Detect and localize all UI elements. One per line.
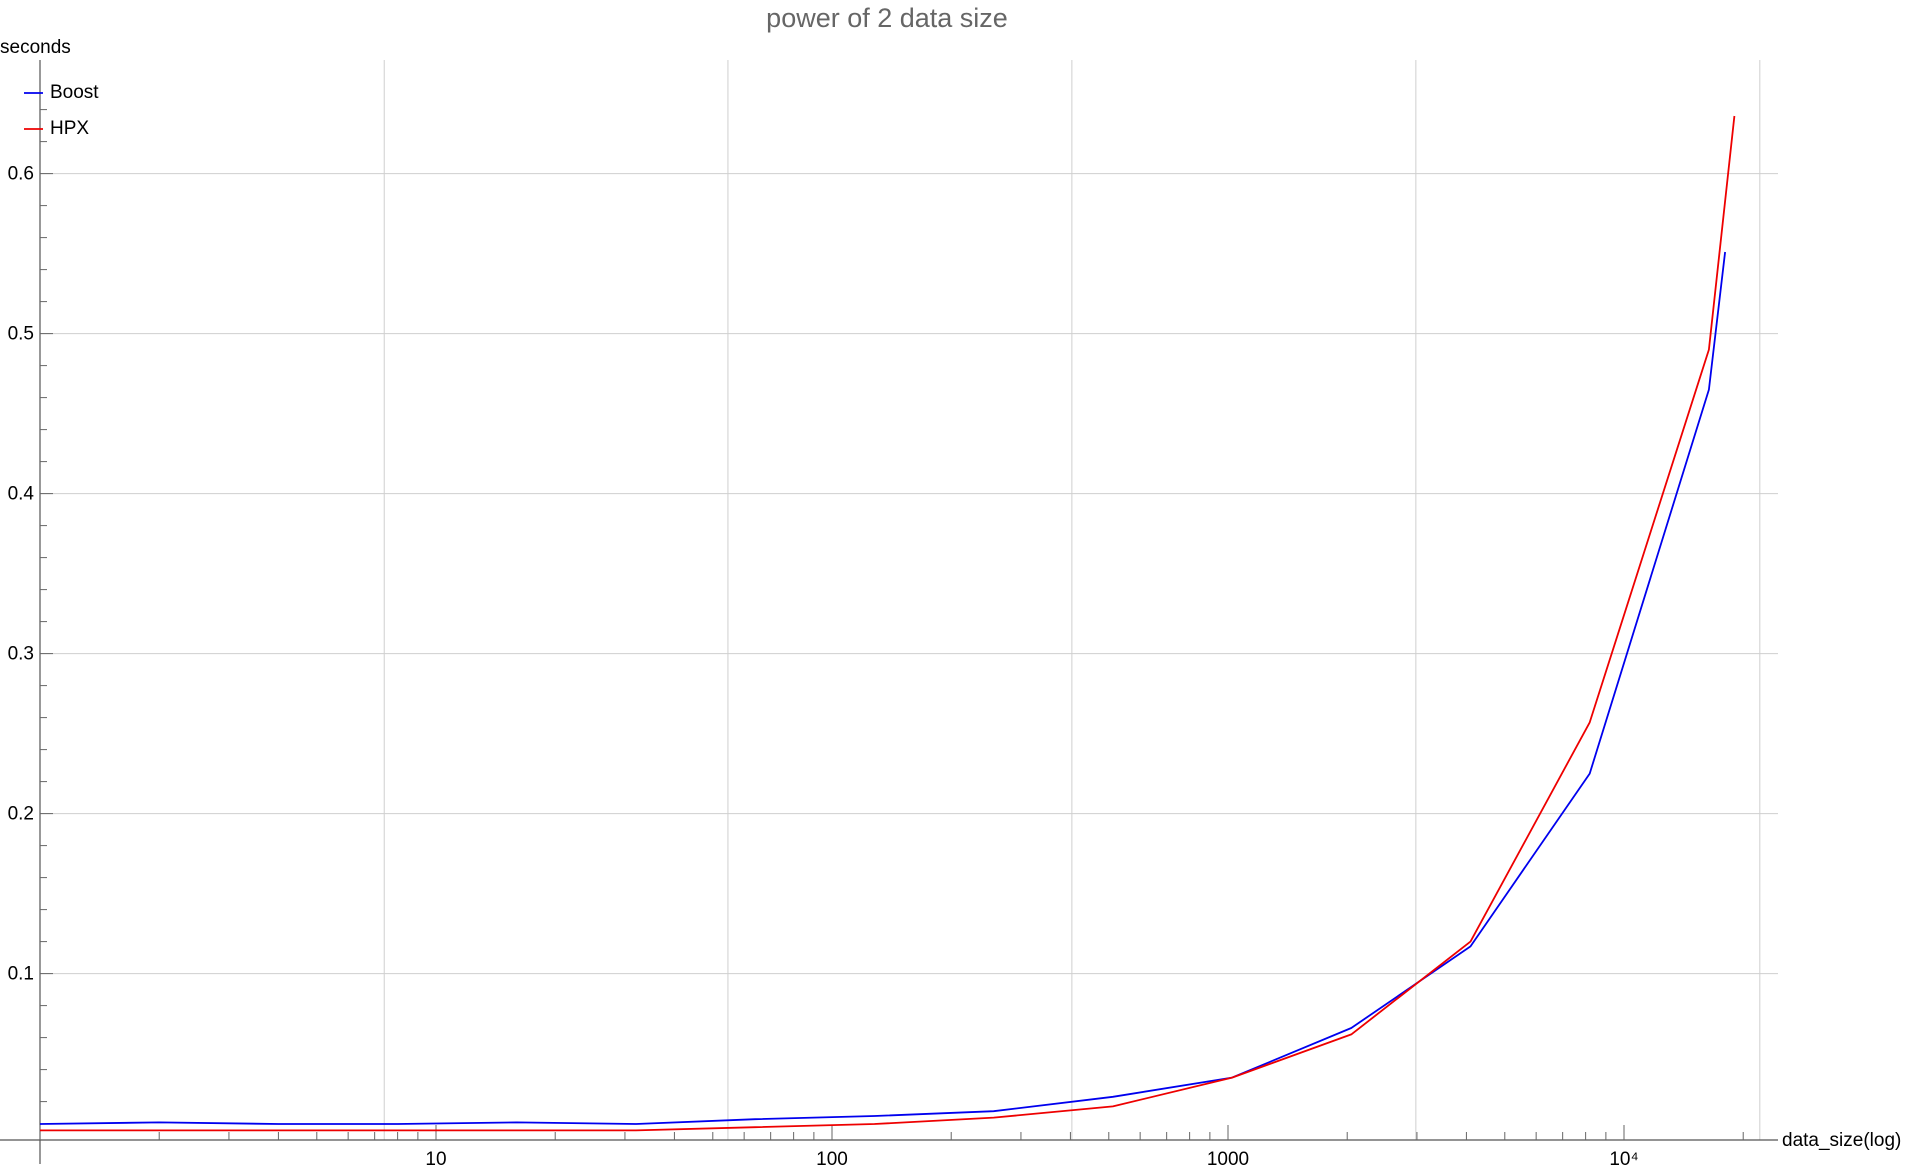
series-line-boost <box>39 251 1726 1125</box>
x-tick-label-2: 1000 <box>1207 1149 1249 1170</box>
y-tick-label-3: 0.4 <box>8 484 35 505</box>
y-tick-label-0: 0.1 <box>8 964 34 985</box>
x-tick-label-1: 100 <box>816 1149 848 1170</box>
legend: Boost HPX <box>24 82 99 139</box>
y-tick-label-5: 0.6 <box>8 164 34 185</box>
x-axis-label: data_size(log) <box>1782 1130 1901 1151</box>
series-lines <box>39 115 1736 1132</box>
x-tick-label-3: 10⁴ <box>1609 1149 1638 1170</box>
y-axis-label: seconds <box>0 37 71 58</box>
legend-label-hpx: HPX <box>50 118 89 139</box>
series-line-hpx <box>40 115 1736 1132</box>
y-tick-label-1: 0.2 <box>8 804 34 825</box>
grid <box>40 60 1778 1140</box>
y-tick-label-4: 0.5 <box>8 324 34 345</box>
axes: 10 100 1000 10⁴ 0.1 0.2 0.3 0.4 0.5 0.6 <box>0 60 1778 1170</box>
legend-label-boost: Boost <box>50 82 99 103</box>
x-tick-label-0: 10 <box>425 1149 446 1170</box>
y-tick-label-2: 0.3 <box>8 644 34 665</box>
chart-title: power of 2 data size <box>766 3 1008 33</box>
